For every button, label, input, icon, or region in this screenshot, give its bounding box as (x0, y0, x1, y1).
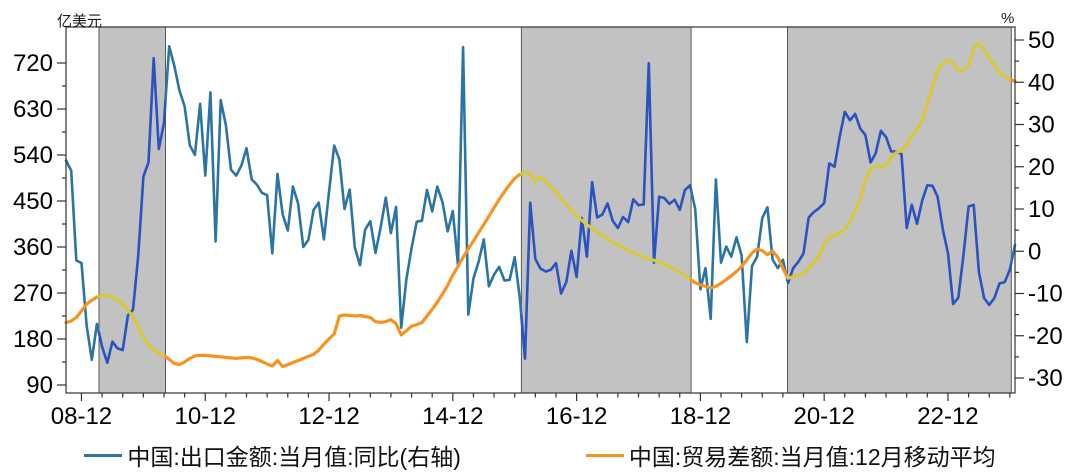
legend-line-sample-orange (585, 453, 624, 457)
right-axis-tick-label: 0 (1028, 238, 1041, 265)
trade-balance-line (785, 41, 1013, 280)
legend-item-export-yoy: 中国:出口金额:当月值:同比(右轴) (84, 438, 461, 472)
left-axis-tick-label: 720 (13, 50, 53, 77)
x-axis-tick-label: 12-12 (298, 403, 359, 430)
x-axis-tick-label: 22-12 (917, 403, 978, 430)
export-yoy-line (64, 159, 101, 362)
right-axis-unit-label: % (1001, 10, 1015, 27)
right-axis-tick-label: 30 (1028, 112, 1055, 139)
x-axis-tick-label: 14-12 (422, 403, 483, 430)
legend-item-trade-balance: 中国:贸易差额:当月值:12月移动平均 (585, 438, 996, 472)
left-axis-tick-label: 180 (13, 326, 53, 353)
left-axis-tick-label: 270 (13, 280, 53, 307)
left-axis-tick-label: 630 (13, 96, 53, 123)
shaded-band (520, 26, 692, 394)
legend-line-sample-blue (84, 453, 123, 457)
right-axis-tick-label: 40 (1028, 69, 1055, 96)
right-axis-tick-label: -30 (1028, 365, 1063, 392)
x-axis-tick-label: 18-12 (670, 403, 731, 430)
plot-frame (65, 26, 1016, 394)
right-axis-tick-label: 50 (1028, 27, 1055, 54)
x-axis-tick-label: 16-12 (546, 403, 607, 430)
legend: 中国:出口金额:当月值:同比(右轴) 中国:贸易差额:当月值:12月移动平均 (0, 438, 1080, 472)
trade-balance-line (689, 247, 790, 290)
left-axis-tick-label: 90 (26, 372, 53, 399)
export-yoy-line (164, 45, 523, 329)
left-axis-unit-label: 亿美元 (57, 13, 103, 30)
right-axis-tick-label: 10 (1028, 196, 1055, 223)
left-axis-tick-label: 360 (13, 234, 53, 261)
left-axis-tick-label: 540 (13, 142, 53, 169)
left-axis-tick-label: 450 (13, 188, 53, 215)
legend-label-export-yoy: 中国:出口金额:当月值:同比(右轴) (127, 444, 461, 470)
right-axis-tick-label: 20 (1028, 154, 1055, 181)
x-axis-tick-label: 20-12 (793, 403, 854, 430)
trade-balance-line (519, 170, 693, 282)
right-axis-tick-label: -20 (1028, 323, 1063, 350)
export-yoy-line (689, 178, 789, 344)
export-yoy-line (520, 61, 693, 360)
trade-balance-line (97, 294, 168, 359)
export-yoy-line (97, 56, 167, 365)
trade-balance-line (64, 294, 101, 325)
trade-balance-line (163, 172, 523, 369)
shaded-band (787, 26, 1012, 394)
legend-label-trade-balance: 中国:贸易差额:当月值:12月移动平均 (628, 444, 996, 470)
x-axis-tick-label: 08-12 (51, 403, 112, 430)
x-axis-tick-label: 10-12 (175, 403, 236, 430)
right-axis-tick-label: -10 (1028, 281, 1063, 308)
